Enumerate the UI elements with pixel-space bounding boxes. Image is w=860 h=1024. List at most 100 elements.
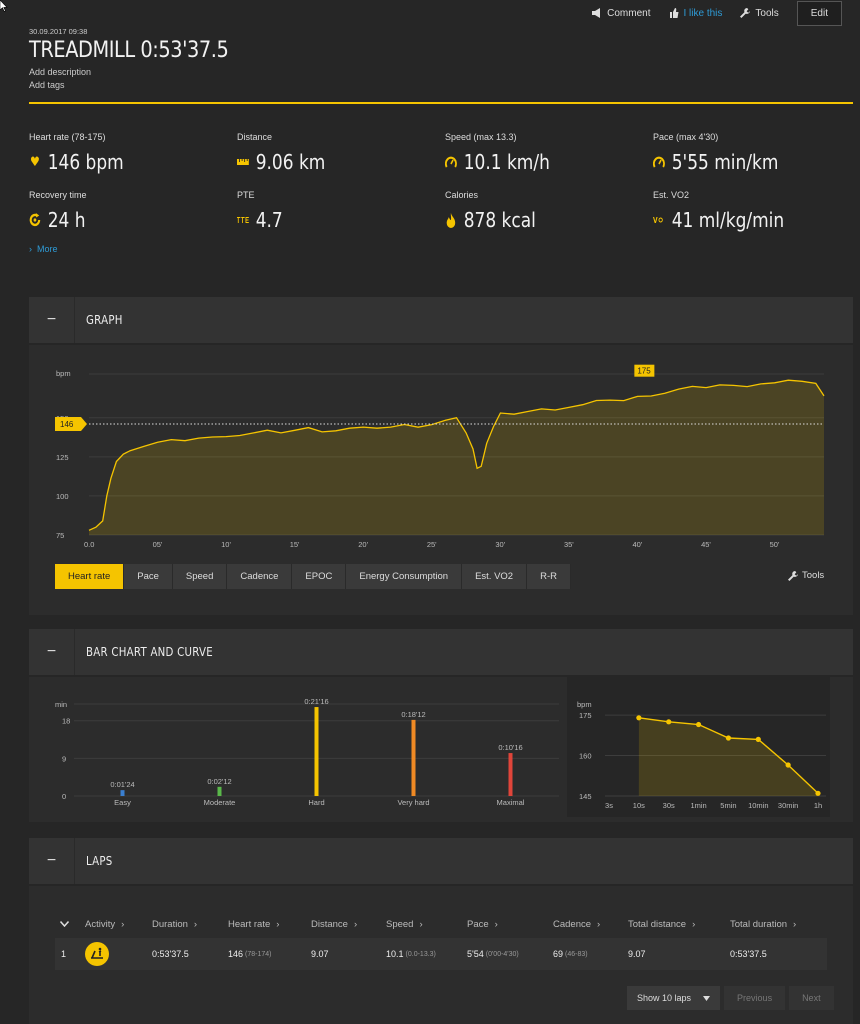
x-tick-label: 10s (633, 801, 645, 810)
stat-heart-rate: Heart rate (78-175) ♥ 146 bpm (29, 132, 229, 174)
tab-energy-consumption[interactable]: Energy Consumption (346, 564, 463, 589)
collapse-laps-button[interactable]: − (29, 838, 75, 884)
bar-data-label: 0:18'12 (401, 710, 425, 719)
lap-distance: 9.07 (311, 949, 329, 959)
stat-label: Speed (max 13.3) (445, 132, 517, 142)
x-tick-label: 25' (427, 540, 437, 549)
column-header-total-duration[interactable]: Total duration › (730, 912, 796, 936)
laps-per-page-value: Show 10 laps (637, 993, 692, 1003)
lap-total-distance: 9.07 (628, 949, 646, 959)
bar-data-label: 0:02'12 (207, 777, 231, 786)
x-tick-label: 30min (778, 801, 798, 810)
chevron-right-icon: › (597, 918, 601, 930)
stat-value: 41 ml/kg/min (671, 208, 785, 232)
graph-panel-title: GRAPH (86, 313, 123, 327)
chevron-right-icon: › (276, 918, 280, 930)
minus-icon: − (46, 643, 57, 660)
y-tick-label: 160 (579, 752, 592, 761)
stat-pace: Pace (max 4'30) 5'55 min/km (653, 132, 853, 174)
lap-duration: 0:53'37.5 (152, 949, 189, 959)
tools-label: Tools (755, 7, 779, 19)
x-tick-label: 5min (720, 801, 736, 810)
tab-speed[interactable]: Speed (172, 564, 228, 589)
megaphone-icon (592, 8, 601, 18)
column-label: Distance (311, 918, 348, 930)
graph-tools-button[interactable]: Tools (788, 570, 824, 581)
x-tick-label: Maximal (497, 798, 525, 807)
column-header-total-distance[interactable]: Total distance › (628, 912, 695, 936)
bar-data-label: 0:01'24 (110, 780, 134, 789)
lap-hr-range: (78-174) (245, 950, 272, 958)
y-tick-label: 18 (62, 717, 70, 726)
barchart-panel-title: BAR CHART AND CURVE (86, 645, 213, 659)
chevron-right-icon: › (419, 918, 423, 930)
lap-cadence-value: 69 (553, 949, 564, 959)
tab-epoc[interactable]: EPOC (292, 564, 347, 589)
average-marker: 146 (55, 417, 87, 432)
column-header-distance[interactable]: Distance › (311, 912, 357, 936)
comment-label: Comment (607, 7, 651, 19)
add-description-link[interactable]: Add description (29, 67, 92, 77)
tab-heart-rate[interactable]: Heart rate (55, 564, 125, 589)
curve-point (815, 790, 821, 796)
tab-cadence[interactable]: Cadence (227, 564, 293, 589)
chevron-right-icon: › (793, 918, 797, 930)
column-label: Total distance (628, 918, 687, 930)
add-tags-link[interactable]: Add tags (29, 80, 65, 90)
curve-point (725, 735, 732, 741)
lap-heart-rate: 146 (78-174) (228, 938, 272, 970)
chevron-right-icon: › (692, 918, 696, 930)
like-button[interactable]: I like this (669, 7, 723, 19)
column-label: Pace (467, 918, 489, 930)
more-link[interactable]: › More (29, 244, 58, 254)
tab-pace[interactable]: Pace (124, 564, 173, 589)
heart-rate-graph[interactable]: 75100125150 bpm 146 175 0.005'10'15'20'2… (29, 345, 853, 560)
laps-per-page-select[interactable]: Show 10 laps (627, 986, 721, 1010)
column-header-speed[interactable]: Speed › (386, 912, 423, 936)
more-label: More (37, 244, 58, 254)
stat-calories: Calories 878 kcal (445, 190, 645, 232)
collapse-graph-button[interactable]: − (29, 297, 75, 343)
column-header-activity[interactable]: Activity › (85, 912, 124, 936)
minus-icon: − (46, 852, 57, 869)
stat-speed: Speed (max 13.3) 10.1 km/h (445, 132, 645, 174)
y-tick-label: 75 (56, 531, 64, 540)
column-header-cadence[interactable]: Cadence › (553, 912, 600, 936)
x-tick-label: 30' (495, 540, 505, 549)
expand-all-toggle[interactable] (60, 912, 69, 936)
pte-icon (237, 213, 249, 227)
edit-button[interactable]: Edit (796, 0, 842, 26)
table-row[interactable]: 1 0:53'37.5 146 (78-174) 9.07 10.1 (0.0-13… (55, 938, 827, 970)
column-header-pace[interactable]: Pace › (467, 912, 498, 936)
x-tick-label: 3s (605, 801, 613, 810)
comment-button[interactable]: Comment (591, 7, 651, 19)
curve-point (785, 762, 791, 768)
x-tick-label: 0.0 (84, 540, 94, 549)
column-header-duration[interactable]: Duration › (152, 912, 197, 936)
previous-page-button[interactable]: Previous (724, 986, 786, 1010)
laps-table-header: Activity › Duration › Heart rate › Distance… (55, 912, 827, 936)
stat-value: 5'55 min/km (671, 150, 779, 174)
heart-icon: ♥ (29, 154, 40, 170)
tab-r-r[interactable]: R-R (527, 564, 571, 589)
collapse-barchart-button[interactable]: − (29, 629, 75, 675)
lap-number: 1 (61, 949, 67, 959)
tools-button[interactable]: Tools (740, 7, 779, 19)
laps-panel-header: − LAPS (29, 838, 853, 884)
chevron-right-icon: › (494, 918, 498, 930)
workout-date: 30.09.2017 09:38 (29, 27, 88, 36)
dropdown-caret-icon (703, 995, 711, 1001)
next-page-button[interactable]: Next (789, 986, 834, 1010)
stat-label: Heart rate (78-175) (29, 132, 106, 142)
tab-est-vo2[interactable]: Est. VO2 (462, 564, 528, 589)
curve-point (636, 715, 642, 721)
x-tick-label: 1h (814, 801, 822, 810)
stat-vo2: Est. VO2 41 ml/kg/min (653, 190, 853, 232)
hr-series-line (88, 379, 825, 531)
x-tick-label: 35' (564, 540, 574, 549)
stat-label: Recovery time (29, 190, 87, 200)
zone-bar (217, 786, 222, 796)
curve-point (695, 721, 702, 728)
column-header-heart-rate[interactable]: Heart rate › (228, 912, 279, 936)
like-label: I like this (683, 7, 723, 19)
